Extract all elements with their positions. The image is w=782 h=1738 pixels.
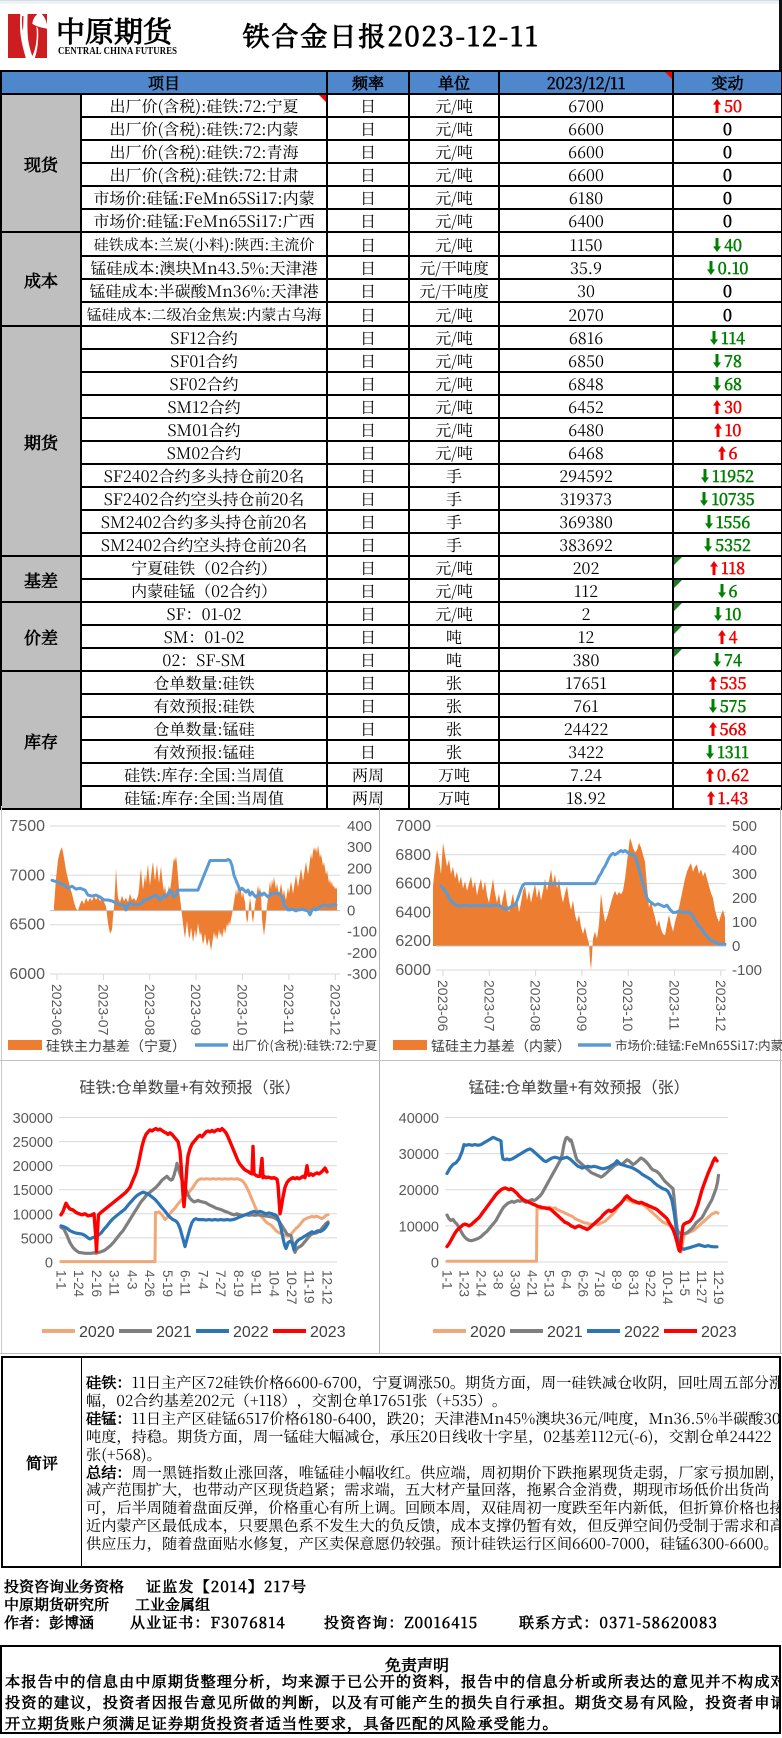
svg-text:40000: 40000 — [399, 1111, 439, 1127]
svg-text:6-26: 6-26 — [575, 1270, 590, 1297]
svg-text:7-4: 7-4 — [195, 1270, 210, 1290]
svg-text:2023-10: 2023-10 — [620, 980, 636, 1032]
svg-text:1-24: 1-24 — [71, 1270, 86, 1298]
svg-text:4-21: 4-21 — [524, 1270, 539, 1297]
svg-text:1-1: 1-1 — [440, 1270, 455, 1290]
svg-text:1-23: 1-23 — [457, 1270, 472, 1297]
svg-text:1-1: 1-1 — [54, 1270, 69, 1290]
svg-text:4-26: 4-26 — [142, 1270, 157, 1297]
svg-text:300: 300 — [732, 866, 757, 883]
svg-text:锰硅:仓单数量+有效预报（张）: 锰硅:仓单数量+有效预报（张） — [468, 1074, 689, 1098]
svg-text:11-5: 11-5 — [677, 1270, 692, 1296]
svg-text:200: 200 — [347, 860, 372, 877]
svg-text:10-27: 10-27 — [284, 1270, 299, 1305]
svg-text:6600: 6600 — [395, 876, 431, 893]
svg-text:0: 0 — [732, 938, 740, 955]
svg-text:6000: 6000 — [9, 966, 45, 983]
svg-text:5-13: 5-13 — [541, 1270, 556, 1297]
svg-text:2021: 2021 — [547, 1324, 583, 1341]
svg-text:20000: 20000 — [399, 1183, 439, 1199]
svg-text:4-3: 4-3 — [124, 1270, 139, 1290]
svg-text:8-31: 8-31 — [626, 1270, 641, 1297]
svg-text:10-4: 10-4 — [266, 1270, 281, 1298]
svg-text:-100: -100 — [732, 962, 762, 979]
svg-text:-100: -100 — [347, 924, 377, 941]
svg-text:2023-09: 2023-09 — [574, 980, 590, 1032]
svg-text:10000: 10000 — [13, 1207, 53, 1223]
svg-text:30000: 30000 — [399, 1147, 439, 1163]
svg-text:100: 100 — [732, 914, 757, 931]
svg-text:6400: 6400 — [395, 904, 431, 921]
svg-text:2022: 2022 — [624, 1324, 660, 1341]
svg-text:硅铁:仓单数量+有效预报（张）: 硅铁:仓单数量+有效预报（张） — [79, 1074, 300, 1098]
svg-text:2023-06: 2023-06 — [49, 984, 65, 1036]
svg-text:6800: 6800 — [395, 847, 431, 864]
svg-text:9-11: 9-11 — [249, 1270, 264, 1296]
svg-text:30000: 30000 — [13, 1111, 53, 1127]
svg-text:7000: 7000 — [395, 818, 431, 835]
svg-text:2023: 2023 — [701, 1324, 737, 1341]
svg-text:3-11: 3-11 — [107, 1270, 122, 1296]
svg-text:200: 200 — [732, 890, 757, 907]
svg-text:2023-09: 2023-09 — [188, 984, 204, 1036]
svg-text:6-11: 6-11 — [178, 1270, 193, 1296]
svg-text:5-19: 5-19 — [160, 1270, 175, 1297]
svg-text:锰硅主力基差（内蒙）: 锰硅主力基差（内蒙） — [431, 1036, 571, 1056]
svg-text:2021: 2021 — [156, 1324, 192, 1341]
svg-text:6-4: 6-4 — [558, 1270, 573, 1290]
svg-text:2023-06: 2023-06 — [435, 980, 451, 1032]
svg-text:0: 0 — [431, 1256, 439, 1272]
svg-text:400: 400 — [732, 842, 757, 859]
svg-text:市场价:硅锰:FeMn65Si17:内蒙: 市场价:硅锰:FeMn65Si17:内蒙 — [615, 1035, 782, 1054]
svg-text:-200: -200 — [347, 945, 377, 962]
svg-text:7-18: 7-18 — [592, 1270, 607, 1297]
svg-text:8-19: 8-19 — [231, 1270, 246, 1297]
svg-text:12-19: 12-19 — [711, 1270, 726, 1305]
svg-text:2023-11: 2023-11 — [281, 984, 297, 1035]
svg-text:10-14: 10-14 — [660, 1270, 675, 1305]
svg-text:5000: 5000 — [21, 1231, 53, 1247]
svg-text:11-27: 11-27 — [694, 1270, 709, 1304]
svg-text:7-27: 7-27 — [213, 1270, 228, 1297]
svg-text:3-30: 3-30 — [507, 1270, 522, 1297]
svg-text:-300: -300 — [347, 966, 377, 983]
svg-text:25000: 25000 — [13, 1135, 53, 1151]
svg-text:2023-08: 2023-08 — [528, 980, 544, 1032]
svg-text:0: 0 — [347, 903, 355, 920]
svg-text:9-22: 9-22 — [643, 1270, 658, 1297]
svg-text:出厂价(含税):硅铁:72:宁夏: 出厂价(含税):硅铁:72:宁夏 — [232, 1035, 378, 1054]
svg-text:2023-08: 2023-08 — [142, 984, 158, 1036]
svg-text:2020: 2020 — [470, 1324, 506, 1341]
svg-text:2023-10: 2023-10 — [235, 984, 251, 1036]
svg-text:7000: 7000 — [9, 867, 45, 884]
svg-text:500: 500 — [732, 818, 757, 835]
svg-text:6000: 6000 — [395, 962, 431, 979]
svg-text:10000: 10000 — [399, 1219, 439, 1235]
svg-text:2023: 2023 — [310, 1324, 346, 1341]
svg-text:2-16: 2-16 — [89, 1270, 104, 1297]
svg-text:2-14: 2-14 — [473, 1270, 488, 1298]
svg-text:2020: 2020 — [79, 1324, 115, 1341]
svg-text:6500: 6500 — [9, 917, 45, 934]
svg-text:2023-07: 2023-07 — [481, 980, 497, 1032]
svg-text:11-19: 11-19 — [302, 1270, 317, 1304]
svg-text:硅铁主力基差（宁夏）: 硅铁主力基差（宁夏） — [46, 1036, 186, 1056]
svg-text:15000: 15000 — [13, 1183, 53, 1199]
svg-text:7500: 7500 — [9, 818, 45, 835]
svg-text:2023-11: 2023-11 — [667, 980, 683, 1031]
svg-text:300: 300 — [347, 839, 372, 856]
svg-text:2023-12: 2023-12 — [327, 984, 343, 1036]
svg-text:0: 0 — [45, 1256, 53, 1272]
svg-text:400: 400 — [347, 818, 372, 835]
svg-text:12-12: 12-12 — [319, 1270, 334, 1305]
svg-text:2023-12: 2023-12 — [713, 980, 729, 1032]
svg-text:20000: 20000 — [13, 1159, 53, 1175]
svg-text:2022: 2022 — [233, 1324, 269, 1341]
svg-text:3-8: 3-8 — [490, 1270, 505, 1290]
svg-text:100: 100 — [347, 881, 372, 898]
svg-text:6200: 6200 — [395, 933, 431, 950]
svg-text:2023-07: 2023-07 — [95, 984, 111, 1036]
svg-text:8-9: 8-9 — [609, 1270, 624, 1290]
